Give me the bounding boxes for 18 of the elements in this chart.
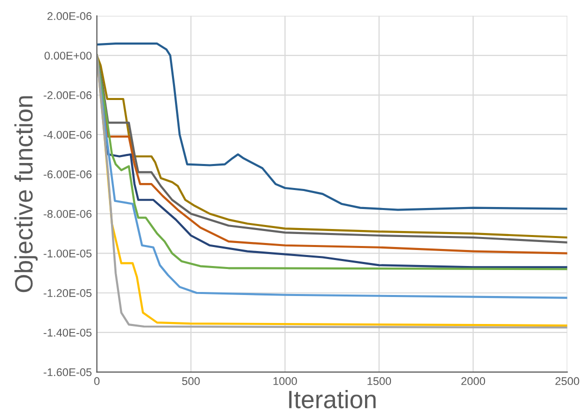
y-tick-label: -1.00E-05 (44, 250, 92, 258)
y-tick-label: -6.00E-06 (44, 170, 92, 178)
x-tick-label: 2000 (461, 377, 486, 386)
y-axis-title: Objective function (14, 96, 38, 292)
y-tick-label: -1.20E-05 (44, 289, 92, 298)
x-tick-label: 2500 (555, 377, 580, 386)
x-tick-label: 1000 (274, 377, 297, 386)
y-tick-label: -4.00E-06 (44, 130, 92, 139)
y-tick-label: 2.00E-06 (47, 12, 92, 20)
y-tick-label: 0.00E+00 (44, 52, 92, 60)
x-tick-label: 0 (94, 377, 100, 386)
x-tick-label: 500 (182, 377, 200, 386)
y-tick-label: -1.60E-05 (44, 368, 92, 376)
x-axis-title: Iteration (289, 390, 376, 408)
y-tick-label: -8.00E-06 (44, 210, 92, 218)
y-tick-label: -1.40E-05 (44, 328, 92, 337)
x-tick-label: 1500 (368, 377, 392, 386)
y-tick-label: -2.00E-06 (44, 91, 92, 100)
